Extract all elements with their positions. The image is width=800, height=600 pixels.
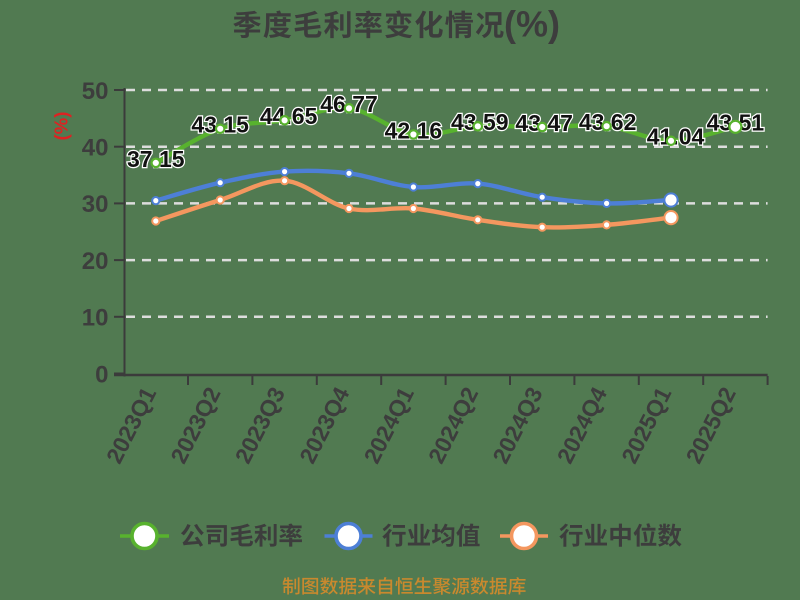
svg-text:40: 40: [82, 135, 109, 162]
svg-text:0: 0: [95, 361, 108, 388]
svg-text:50: 50: [82, 78, 109, 105]
svg-text:(%): (%): [51, 112, 72, 141]
svg-text:10: 10: [82, 305, 109, 332]
svg-text:44.65: 44.65: [260, 103, 318, 129]
svg-text:20: 20: [82, 248, 109, 275]
svg-text:30: 30: [82, 191, 109, 218]
svg-text:(%): (%): [504, 3, 560, 44]
svg-text:41.04: 41.04: [647, 124, 705, 150]
